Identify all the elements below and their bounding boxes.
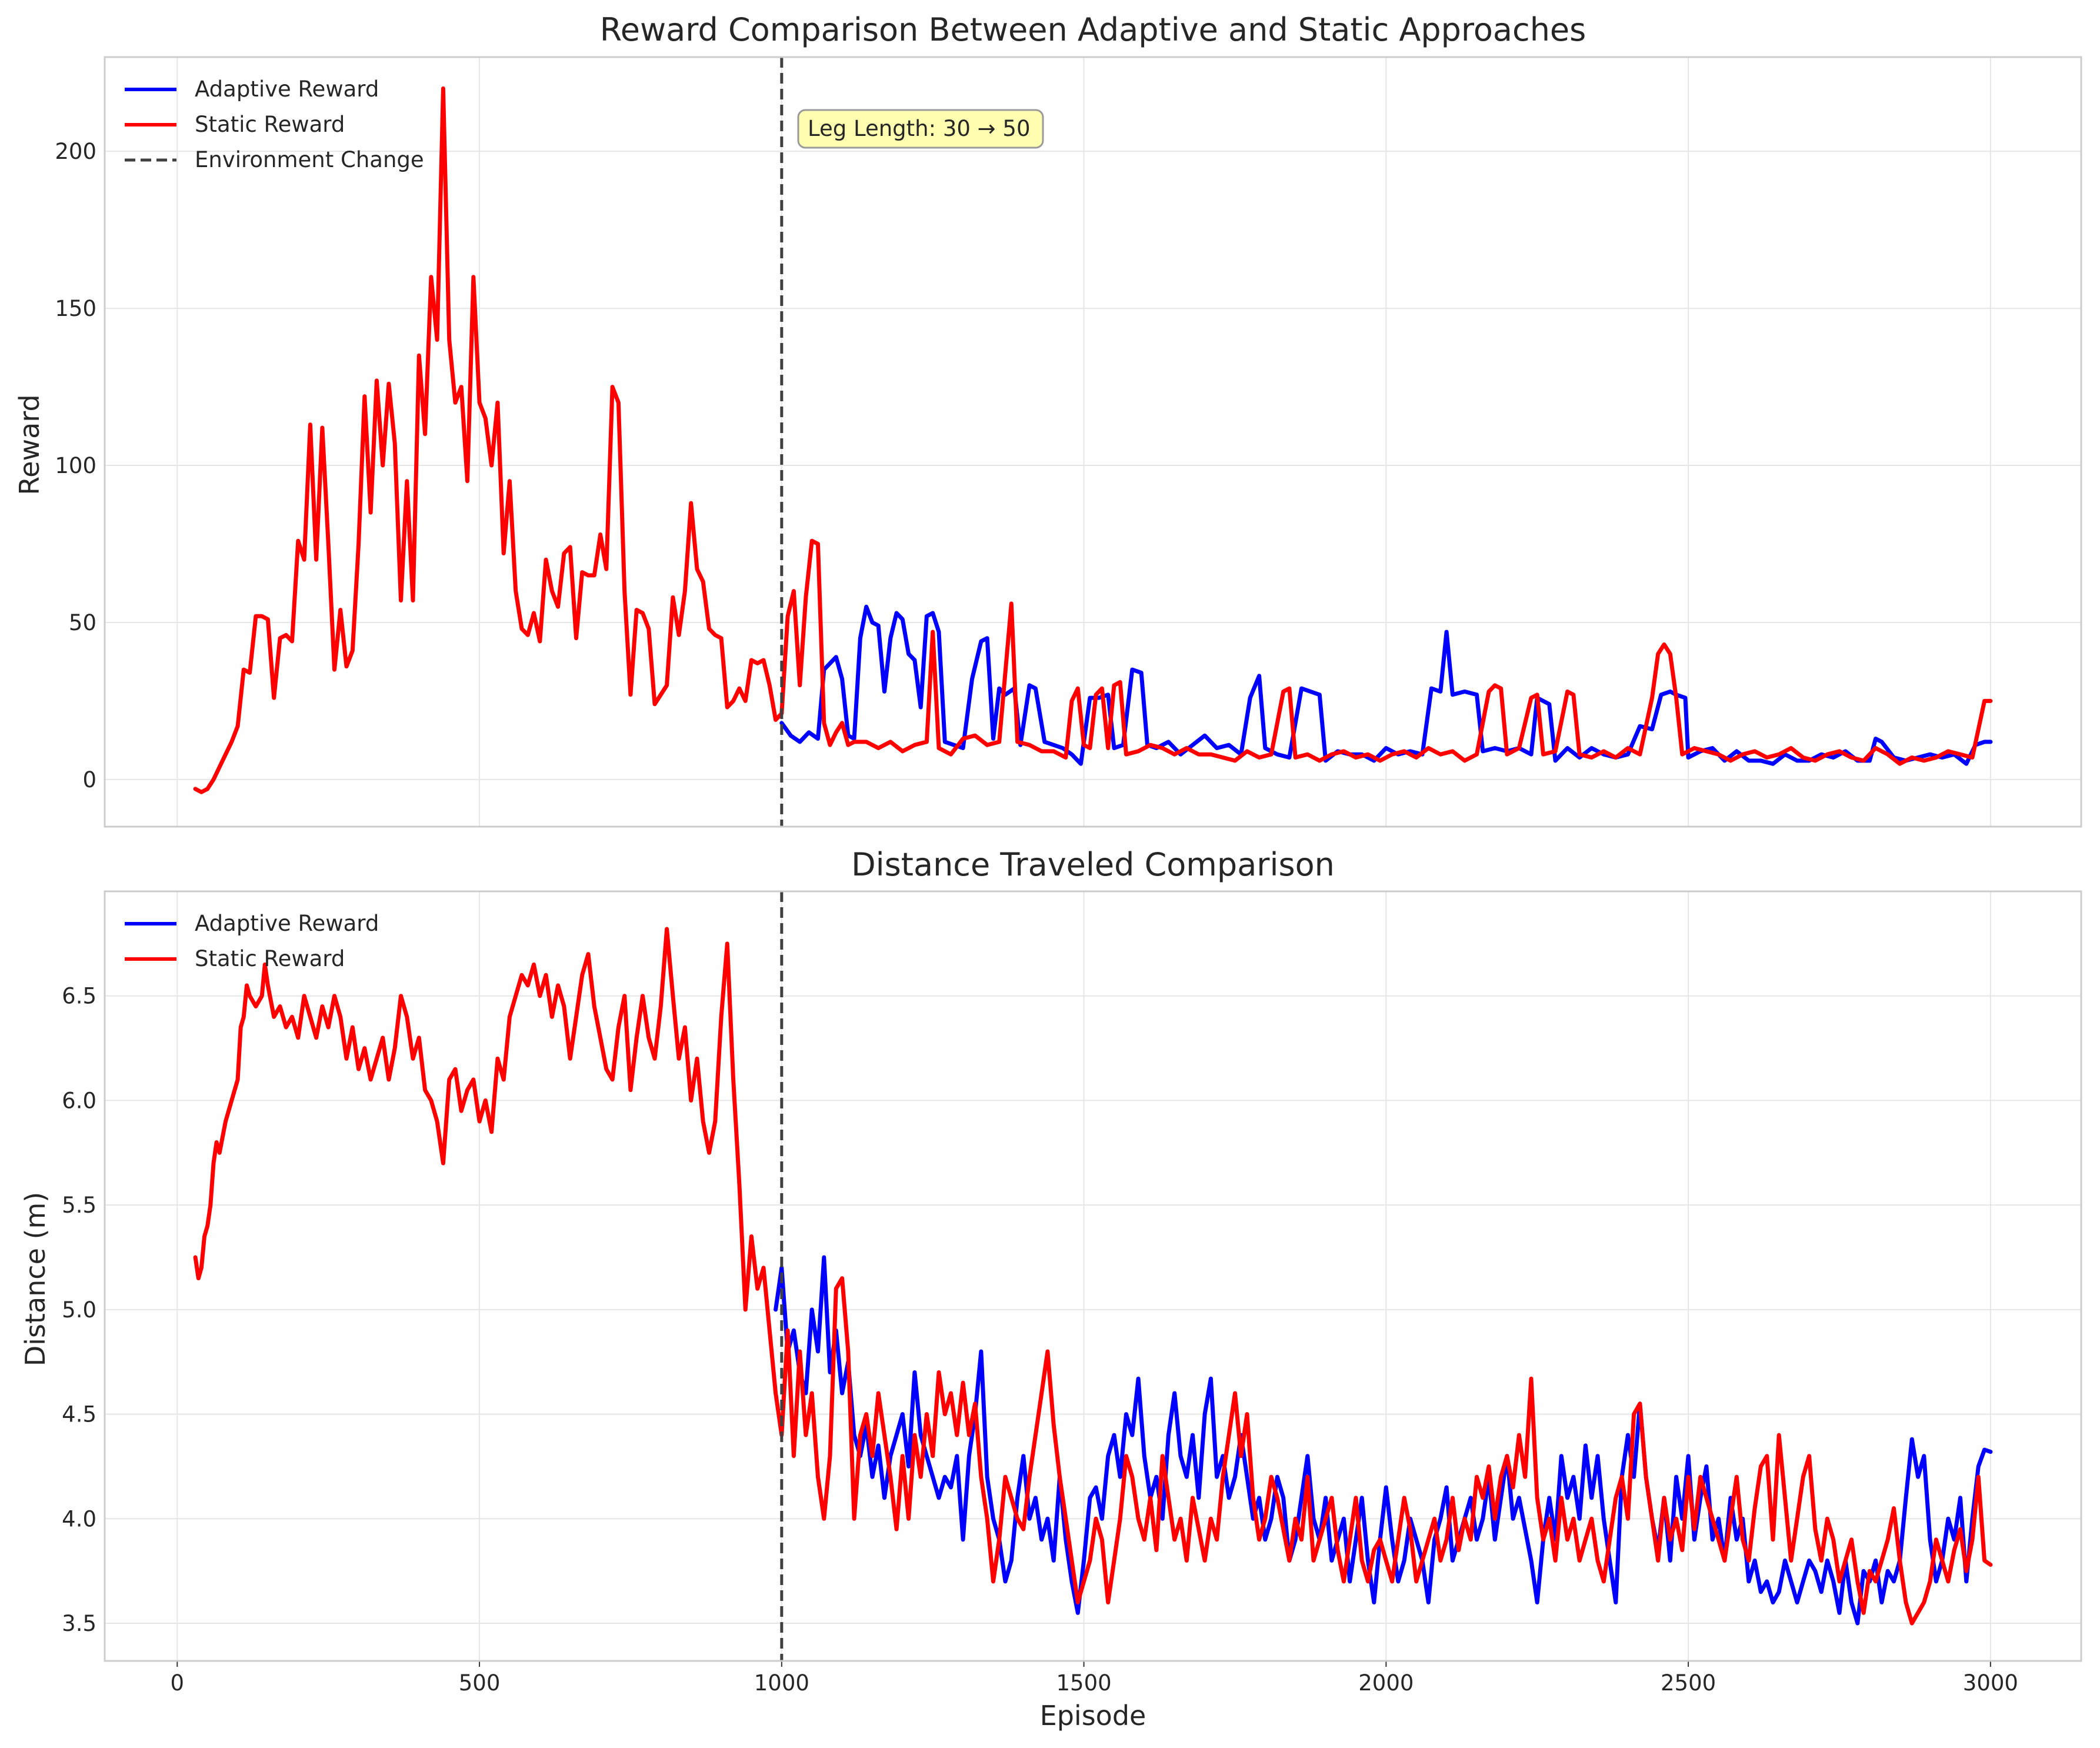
y-tick-label: 6.5 bbox=[62, 984, 96, 1009]
distance-grid bbox=[105, 891, 2081, 1661]
reward-y-axis-label: Reward bbox=[14, 394, 45, 495]
distance-y-axis-label: Distance (m) bbox=[19, 1192, 51, 1366]
reward-plot-frame bbox=[104, 56, 2082, 828]
y-tick-label: 4.0 bbox=[62, 1506, 96, 1531]
legend-label-static: Static Reward bbox=[195, 946, 345, 971]
y-tick-label: 100 bbox=[55, 453, 96, 478]
series-line-static-reward bbox=[193, 86, 1993, 794]
annotation-box bbox=[797, 109, 1044, 149]
y-tick-label: 3.5 bbox=[62, 1611, 96, 1636]
series-line-static-reward bbox=[193, 927, 1993, 1626]
x-tick-label: 0 bbox=[171, 1670, 185, 1696]
distance-plot-frame bbox=[104, 890, 2082, 1662]
y-tick-label: 50 bbox=[69, 610, 96, 635]
x-tick-label: 500 bbox=[459, 1670, 501, 1696]
distance-chart-panel: Distance Traveled Comparison Distance (m… bbox=[19, 846, 2082, 1732]
reward-ticks: 0 50 100 150 200 bbox=[55, 139, 96, 793]
y-tick-label: 4.5 bbox=[62, 1402, 96, 1427]
x-tick-label: 1500 bbox=[1056, 1670, 1112, 1696]
episode-x-axis-label: Episode bbox=[1040, 1700, 1146, 1732]
leg-length-annotation: Leg Length: 30 → 50 bbox=[797, 109, 1044, 149]
reward-lines bbox=[193, 86, 1993, 794]
y-tick-label: 5.0 bbox=[62, 1297, 96, 1323]
reward-legend: Adaptive Reward Static Reward Environmen… bbox=[125, 76, 424, 172]
series-line-adaptive-reward bbox=[779, 604, 1993, 766]
x-tick-label: 2000 bbox=[1358, 1670, 1414, 1696]
series-line-adaptive-reward bbox=[774, 1255, 1993, 1626]
distance-legend: Adaptive Reward Static Reward bbox=[125, 911, 379, 971]
x-tick-label: 3000 bbox=[1963, 1670, 2018, 1696]
y-tick-label: 5.5 bbox=[62, 1193, 96, 1218]
legend-label-adaptive: Adaptive Reward bbox=[195, 911, 379, 936]
legend-label-environment-change: Environment Change bbox=[195, 147, 424, 172]
reward-chart-panel: Reward Comparison Between Adaptive and S… bbox=[14, 11, 2082, 828]
legend-label-static: Static Reward bbox=[195, 112, 345, 137]
y-tick-label: 0 bbox=[82, 767, 96, 793]
y-tick-label: 200 bbox=[55, 139, 96, 164]
legend-label-adaptive: Adaptive Reward bbox=[195, 76, 379, 102]
x-tick-label: 2500 bbox=[1661, 1670, 1716, 1696]
distance-chart-title: Distance Traveled Comparison bbox=[851, 846, 1335, 883]
distance-lines bbox=[193, 927, 1993, 1626]
annotation-text: Leg Length: 30 → 50 bbox=[808, 116, 1031, 141]
x-tick-label: 1000 bbox=[754, 1670, 809, 1696]
y-tick-label: 150 bbox=[55, 296, 96, 321]
reward-chart-title: Reward Comparison Between Adaptive and S… bbox=[600, 11, 1586, 48]
y-tick-label: 6.0 bbox=[62, 1088, 96, 1113]
distance-ticks: 0 500 1000 1500 2000 2500 3000 3.5 4.0 4.5 5.0 5.5 6… bbox=[62, 984, 2018, 1696]
